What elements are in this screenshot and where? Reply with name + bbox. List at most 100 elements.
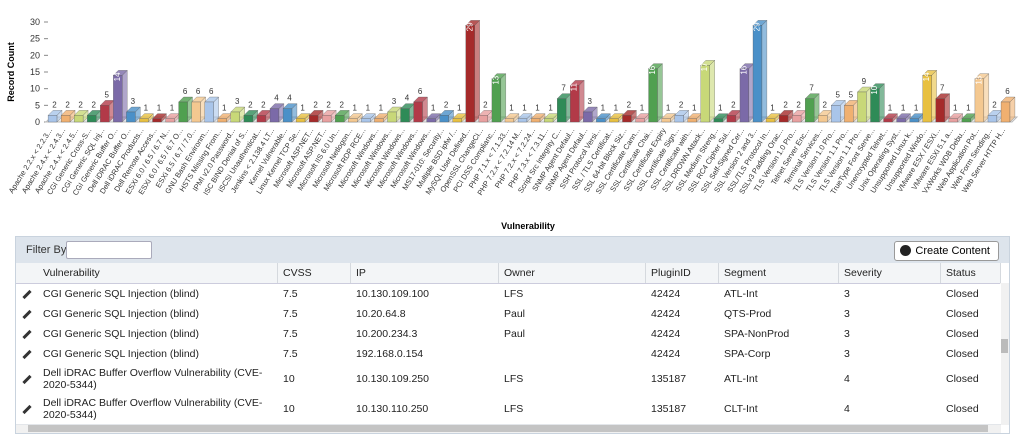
value-label: 1 [522,104,527,113]
value-label: 2 [313,100,318,109]
value-label: 7 [940,84,945,93]
bar [87,115,97,123]
bar [400,108,410,123]
value-label: 6 [183,87,188,96]
value-label: 1 [353,104,358,113]
y-tick-label: 0 [35,117,40,127]
table-cell: Closed [946,403,979,415]
bar [700,65,710,123]
bar [765,118,776,123]
value-label: 6 [196,87,201,96]
value-label: 4 [274,94,279,103]
table-cell: 10.200.234.3 [356,328,418,340]
column-header: Vulnerability [38,263,278,283]
value-label: 2 [78,100,83,109]
value-label: 5 [836,90,841,99]
value-label: 1 [509,104,514,113]
value-label: 13 [974,75,983,84]
table-cell: 10 [283,373,295,385]
value-label: 1 [614,104,619,113]
table-row[interactable]: CGI Generic SQL Injection (blind) 7.5 10.1… [16,284,1001,305]
value-label: 2 [992,100,997,109]
bar [165,118,175,123]
table-row[interactable]: CGI Generic SQL Injection (blind) 7.5 10.2… [16,304,1001,325]
table-row[interactable]: CGI Generic SQL Injection (blind) 7.5 10.2… [16,324,1001,345]
value-label: 6 [1005,87,1010,96]
table-cell: CGI Generic SQL Injection (blind) [43,308,200,320]
bar [295,118,306,123]
bar [47,115,58,123]
value-label: 6 [418,87,423,96]
bar [974,78,984,123]
edit-icon [22,329,32,340]
value-label: 1 [144,104,149,113]
table-row[interactable]: Dell iDRAC Buffer Overflow Vulnerability… [16,394,1001,425]
edit-icon [22,374,32,385]
table-cell: 192.168.0.154 [356,348,424,360]
table-row[interactable]: CGI Generic SQL Injection (blind) 7.5 192.… [16,344,1001,365]
table-cell: SPA-NonProd [724,328,790,340]
bar [478,115,488,123]
value-label: 1 [914,104,919,113]
value-label: 2 [339,100,344,109]
value-label: 1 [548,104,553,113]
y-tick-label: 15 [30,67,40,77]
edit-icon [22,349,32,360]
table-cell: CLT-Int [724,403,758,415]
table-cell: 42424 [651,348,681,360]
bar [139,118,149,123]
table-header: Vulnerability CVSS IP Owner PluginID Segment S… [16,263,1001,284]
value-label: 1 [666,104,671,113]
value-label: 2 [731,100,736,109]
value-label: 2 [65,100,70,109]
value-label: 1 [379,104,384,113]
table-cell: 7.5 [283,308,298,320]
value-label: 1 [157,104,162,113]
value-label: 10 [870,85,879,94]
value-label: 1 [953,104,958,113]
table-cell: LFS [504,403,524,415]
bar [778,115,789,123]
y-tick-label: 5 [35,100,40,110]
table-cell: Dell iDRAC Buffer Overflow Vulnerability… [43,397,263,421]
bar [674,115,684,123]
value-label: 2 [679,100,684,109]
value-label: 1 [718,104,723,113]
bar-side [657,63,663,123]
filter-input[interactable] [66,241,152,259]
column-header: Status [941,263,1001,283]
table-cell: 10.20.64.8 [356,308,406,320]
value-label: 2 [52,100,57,109]
bar [126,111,136,123]
table-cell: 4 [844,373,850,385]
table-cell: Closed [946,328,979,340]
column-header: CVSS [278,263,351,283]
value-label: 2 [627,100,632,109]
bar [752,25,763,123]
bar [583,111,593,123]
value-label: 1 [966,104,971,113]
table-cell: LFS [504,288,524,300]
value-label: 2 [326,100,331,109]
h-scrollbar[interactable] [16,424,1001,433]
edit-icon [22,309,32,320]
bar [309,115,319,123]
toolbar: Filter By Create Content [16,237,1009,263]
table-row[interactable]: Dell iDRAC Buffer Overflow Vulnerability… [16,364,1001,395]
v-scrollbar[interactable] [1000,283,1009,425]
value-label: 1 [222,104,227,113]
value-label: 1 [640,104,645,113]
bar [243,115,253,123]
table-cell: Dell iDRAC Buffer Overflow Vulnerability… [43,367,263,391]
bar [987,115,998,123]
y-tick-label: 10 [30,84,40,94]
table-cell: 10.130.110.250 [356,403,429,415]
table-cell: ATL-Int [724,288,758,300]
value-label: 2 [91,100,96,109]
bar [335,115,345,123]
value-label: 6 [209,87,214,96]
value-label: 17 [700,62,709,71]
create-content-button[interactable]: Create Content [894,241,999,261]
bar [818,115,828,123]
